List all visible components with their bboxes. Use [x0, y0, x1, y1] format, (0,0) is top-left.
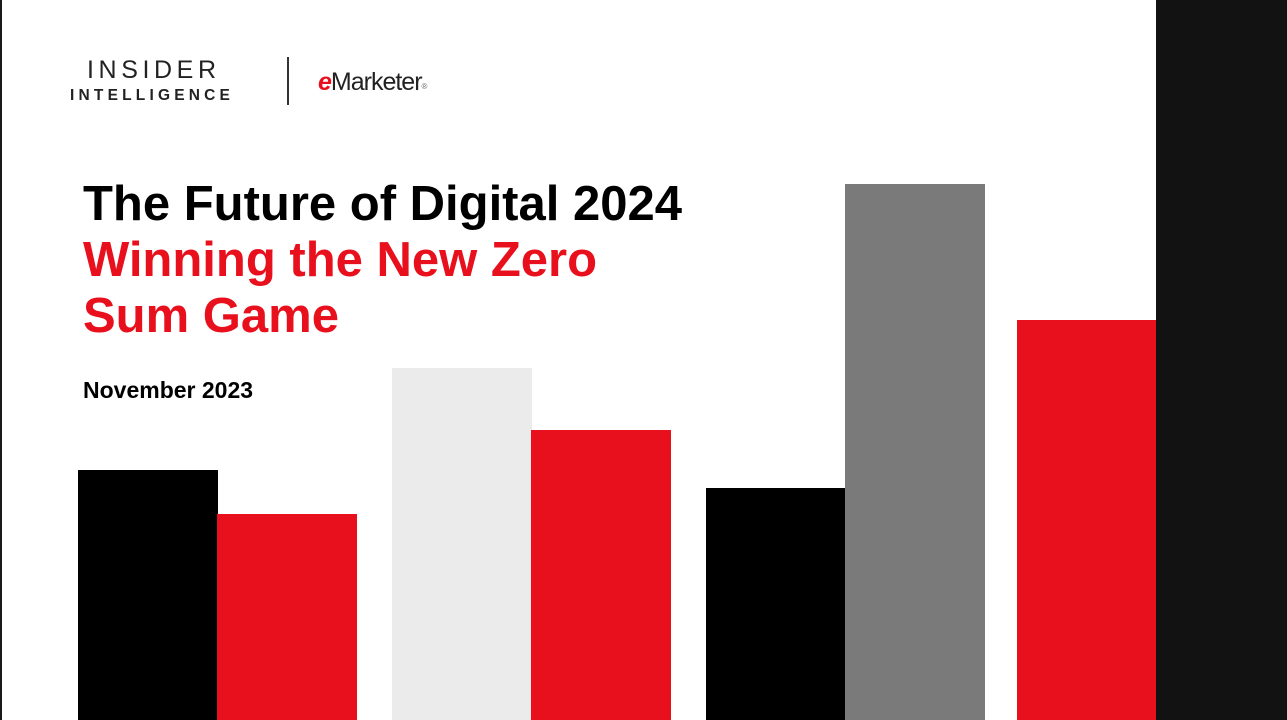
- logo-divider: [287, 57, 289, 105]
- decorative-bar-5: [706, 488, 846, 720]
- emarketer-e: e: [318, 68, 332, 96]
- decorative-bar-6: [845, 184, 985, 720]
- decorative-bar-3: [392, 368, 532, 720]
- decorative-bar-4: [531, 430, 671, 720]
- decorative-bar-7: [1017, 320, 1156, 720]
- slide-date: November 2023: [83, 377, 254, 403]
- slide-page: INSIDER INTELLIGENCE eMarketer® The Futu…: [0, 0, 1156, 720]
- emarketer-text: Marketer: [330, 68, 423, 96]
- slide-subtitle: Winning the New Zero Sum Game: [83, 233, 598, 343]
- insider-intelligence-logo: INSIDER INTELLIGENCE: [70, 56, 260, 106]
- slide-title: The Future of Digital 2024: [83, 177, 682, 231]
- logo-insider-text: INSIDER: [87, 56, 221, 84]
- decorative-bar-2: [217, 514, 357, 720]
- emarketer-logo: eMarketer®: [318, 66, 427, 103]
- registered-mark: ®: [421, 82, 428, 91]
- slide-left-edge: [0, 0, 2, 720]
- decorative-bar-1: [78, 470, 218, 720]
- logo-intelligence-text: INTELLIGENCE: [70, 87, 235, 104]
